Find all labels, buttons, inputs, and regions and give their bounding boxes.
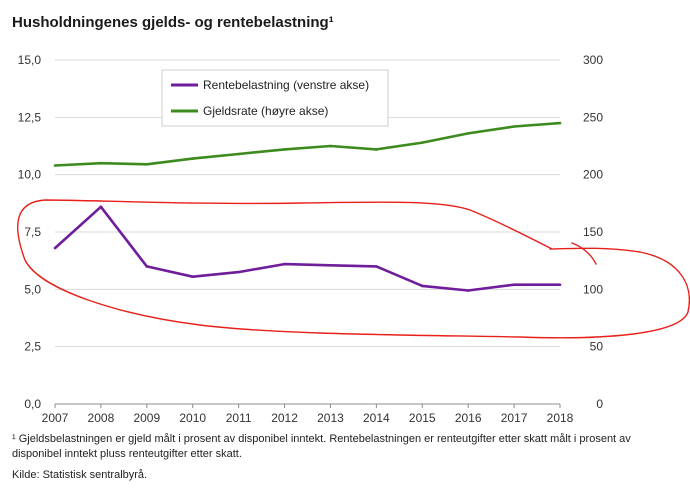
data-point-debt [283, 148, 286, 151]
data-point-interest [99, 205, 103, 209]
legend-label-interest: Rentebelastning (venstre akse) [203, 78, 369, 92]
x-tick-label: 2016 [455, 411, 482, 425]
chart-title: Husholdningenes gjelds- og rentebelastni… [12, 14, 334, 31]
left-tick-label: 2,5 [24, 340, 41, 354]
source-note: Kilde: Statistisk sentralbyrå. [12, 469, 148, 481]
data-point-interest [558, 283, 562, 287]
data-point-interest [375, 265, 378, 268]
data-point-interest [283, 262, 286, 266]
x-tick-label: 2014 [363, 411, 390, 425]
left-tick-label: 10,0 [18, 168, 42, 182]
left-axis-ticks: 0,0 2,5 5,0 7,5 10,0 12,5 15,0 [18, 53, 42, 411]
series-lines [53, 121, 562, 292]
data-point-debt [558, 121, 562, 125]
data-point-interest [329, 263, 332, 267]
right-tick-label: 200 [583, 168, 603, 182]
data-point-debt [329, 144, 332, 148]
footnote: ¹ Gjeldsbelastningen er gjeld målt i pro… [12, 433, 631, 460]
x-tick-label: 2017 [501, 411, 528, 425]
left-tick-label: 7,5 [24, 225, 41, 239]
annotation-tail [571, 242, 597, 265]
data-point-interest [420, 284, 424, 288]
data-point-debt [191, 157, 195, 160]
right-axis-ticks: 0 50 100 150 200 250 300 [583, 53, 603, 411]
left-tick-label: 15,0 [18, 53, 42, 67]
legend-box [161, 69, 389, 127]
left-tick-label: 0,0 [24, 397, 41, 411]
legend: Rentebelastning (venstre akse) Gjeldsrat… [161, 69, 389, 127]
data-point-debt [375, 148, 378, 151]
x-tick-label: 2018 [547, 411, 574, 425]
x-tick-label: 2013 [317, 411, 344, 425]
red-annotation [17, 199, 690, 339]
data-point-debt [53, 164, 57, 167]
data-point-interest [237, 270, 240, 274]
data-point-interest [145, 265, 149, 268]
left-tick-label: 5,0 [24, 282, 41, 296]
x-tick-label: 2012 [271, 411, 298, 425]
right-tick-label: 0 [596, 397, 603, 411]
annotation-loop [17, 199, 690, 339]
x-tick-label: 2008 [88, 411, 115, 425]
data-point-debt [512, 125, 516, 128]
data-point-debt [145, 163, 149, 166]
data-point-interest [191, 275, 195, 279]
data-point-debt [237, 152, 240, 156]
right-tick-label: 300 [583, 53, 603, 67]
series-line-debt [54, 121, 561, 167]
right-tick-label: 50 [590, 340, 604, 354]
right-tick-label: 150 [583, 225, 603, 239]
data-point-debt [420, 141, 424, 144]
x-tick-label: 2007 [42, 411, 69, 425]
data-point-interest [466, 289, 470, 292]
x-tick-label: 2011 [226, 411, 252, 425]
x-tick-label: 2010 [179, 411, 206, 425]
x-tick-label: 2009 [133, 411, 160, 425]
left-tick-label: 12,5 [18, 110, 42, 124]
right-tick-label: 250 [583, 110, 603, 124]
line-chart: 0,0 2,5 5,0 7,5 10,0 12,5 15,0 0 50 100 150 200 250… [17, 53, 690, 425]
x-tick-label: 2015 [409, 411, 436, 425]
data-point-interest [53, 246, 57, 250]
x-axis-ticks: 2007 2008 2009 2010 2011 2012 2013 2014 2015 2016… [42, 404, 574, 425]
data-point-debt [466, 132, 470, 135]
series-line-interest [54, 205, 560, 292]
data-point-interest [512, 283, 516, 287]
data-point-debt [99, 161, 103, 165]
legend-label-debt: Gjeldsrate (høyre akse) [203, 104, 328, 118]
right-tick-label: 100 [583, 282, 603, 296]
